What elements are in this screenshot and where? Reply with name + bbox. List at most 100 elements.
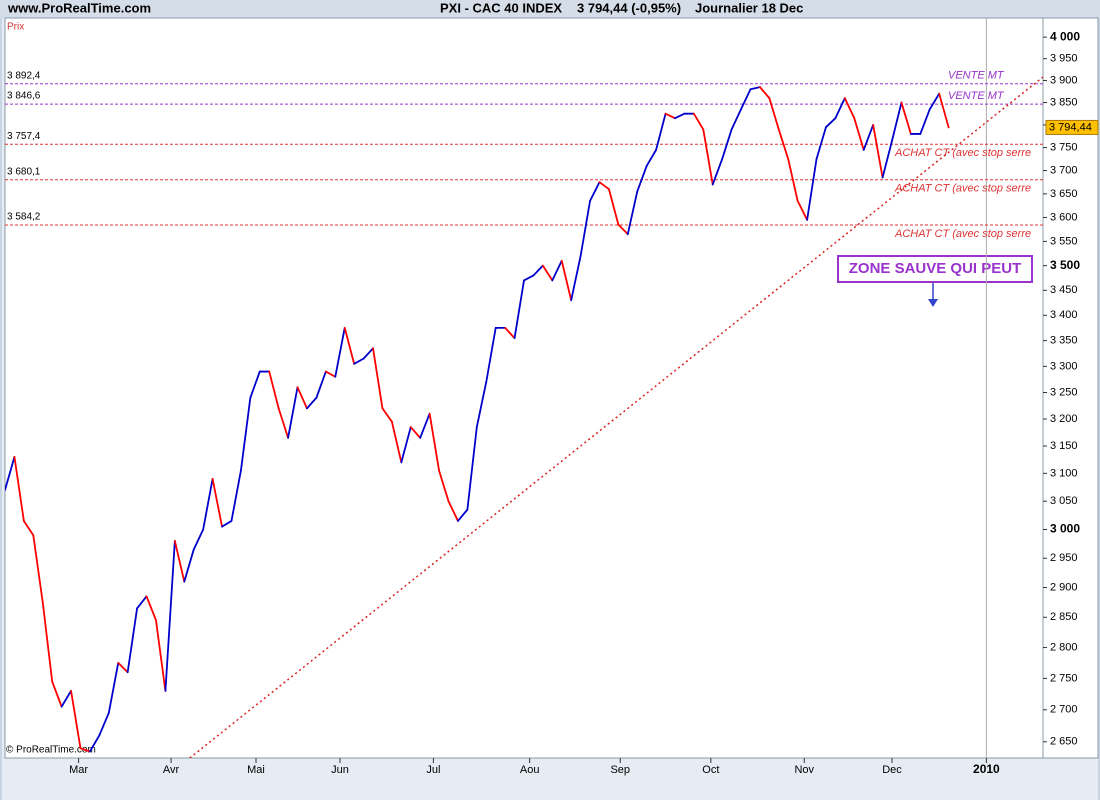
price-segment (268, 370, 280, 410)
price-segment (183, 548, 195, 583)
y-tick-label: 3 600 (1050, 211, 1078, 223)
price-segment (70, 689, 82, 750)
y-tick-label: 3 550 (1050, 235, 1078, 247)
price-segment (485, 327, 497, 383)
price-segment (287, 386, 299, 439)
price-segment (41, 601, 54, 683)
price-segment (447, 500, 459, 522)
y-tick-label: 2 900 (1050, 581, 1078, 593)
price-segment (853, 117, 865, 151)
level-label: 3 680,1 (7, 166, 41, 177)
price-segment (145, 595, 157, 622)
price-segment (834, 97, 846, 120)
price-segment (768, 97, 780, 131)
y-tick-label: 3 950 (1050, 53, 1078, 65)
price-segment (692, 112, 705, 131)
price-segment (107, 661, 120, 714)
price-segment (759, 86, 771, 100)
x-tick-label: Jun (331, 764, 349, 776)
price-segment (598, 181, 610, 191)
y-tick-label: 3 250 (1050, 386, 1078, 398)
price-segment (381, 407, 393, 423)
price-segment (277, 407, 289, 439)
price-segment (126, 607, 139, 674)
price-segment (428, 412, 440, 472)
y-tick-label: 4 000 (1050, 29, 1080, 43)
price-segment (221, 520, 233, 528)
callout-arrowhead (928, 299, 938, 307)
price-segment (211, 477, 223, 528)
price-segment (98, 712, 110, 737)
price-segment (32, 534, 44, 604)
price-segment (79, 747, 91, 753)
price-segment (409, 426, 422, 439)
x-tick-label: Aou (520, 764, 540, 776)
price-segment (674, 112, 686, 120)
y-tick-label: 2 850 (1050, 611, 1078, 623)
price-segment (787, 158, 799, 202)
header-bar (0, 0, 1100, 18)
price-segment (551, 259, 563, 282)
y-tick-label: 2 800 (1050, 641, 1078, 653)
price-segment (579, 199, 591, 257)
price-segment (438, 469, 450, 503)
price-segment (570, 255, 582, 302)
price-segment (136, 595, 148, 610)
price-segment (541, 264, 554, 282)
x-tick-label: Mai (247, 764, 265, 776)
y-tick-label: 3 450 (1050, 284, 1078, 296)
x-tick-label: Mar (69, 764, 88, 776)
price-segment (390, 420, 403, 464)
y-tick-label: 3 350 (1050, 335, 1078, 347)
price-segment (343, 327, 356, 365)
plot-layer: VENTE MT VENTE MT ACHAT CT (avec stop serr… (5, 18, 1043, 758)
price-segment (89, 734, 101, 753)
y-tick-label: 3 300 (1050, 360, 1078, 372)
price-segment (702, 128, 714, 186)
price-segment (645, 148, 658, 167)
price-segment (523, 274, 535, 282)
price-segment (796, 199, 808, 221)
price-segment (164, 540, 176, 692)
last-price-label: 3 794,44 (1049, 121, 1092, 133)
price-segment (655, 112, 667, 151)
callout-box (837, 255, 1033, 283)
price-segment (928, 92, 941, 111)
y-tick-label: 3 650 (1050, 188, 1078, 200)
y-tick-label: 3 500 (1050, 258, 1080, 272)
site: www.ProRealTime.com (7, 0, 151, 15)
price-segment (173, 540, 186, 583)
period: Journalier 18 Dec (695, 0, 803, 15)
price-segment (777, 128, 790, 160)
level-text: ACHAT CT (avec stop serre (894, 183, 1031, 195)
price-segment (938, 92, 950, 129)
price-segment (362, 347, 374, 360)
y-tick-label: 3 900 (1050, 74, 1078, 86)
price-segment (608, 188, 620, 226)
price-segment (353, 357, 365, 365)
x-tick-label: Oct (702, 764, 719, 776)
price-segment (504, 327, 516, 339)
price-segment (457, 508, 469, 522)
price-segment (475, 381, 488, 428)
price-segment (117, 661, 129, 674)
y-tick-label: 3 150 (1050, 440, 1078, 452)
price-segment (900, 101, 912, 135)
y-tick-label: 3 750 (1050, 142, 1078, 154)
x-tick-label: Sep (610, 764, 630, 776)
price-segment (721, 128, 733, 160)
price-segment (249, 370, 261, 399)
price-segment (532, 264, 544, 277)
price-segment (60, 689, 72, 708)
trendline (189, 76, 1043, 758)
price-segment (843, 97, 856, 120)
y-tick-label: 3 000 (1050, 522, 1080, 536)
level-label: 3 757,4 (7, 131, 41, 142)
price-segment (306, 396, 318, 410)
price-segment (155, 619, 167, 692)
instrument: PXI - CAC 40 INDEX (440, 0, 562, 15)
x-tick-label: Jul (426, 764, 440, 776)
y-tick-label: 3 400 (1050, 309, 1078, 321)
price-segment (664, 112, 676, 120)
